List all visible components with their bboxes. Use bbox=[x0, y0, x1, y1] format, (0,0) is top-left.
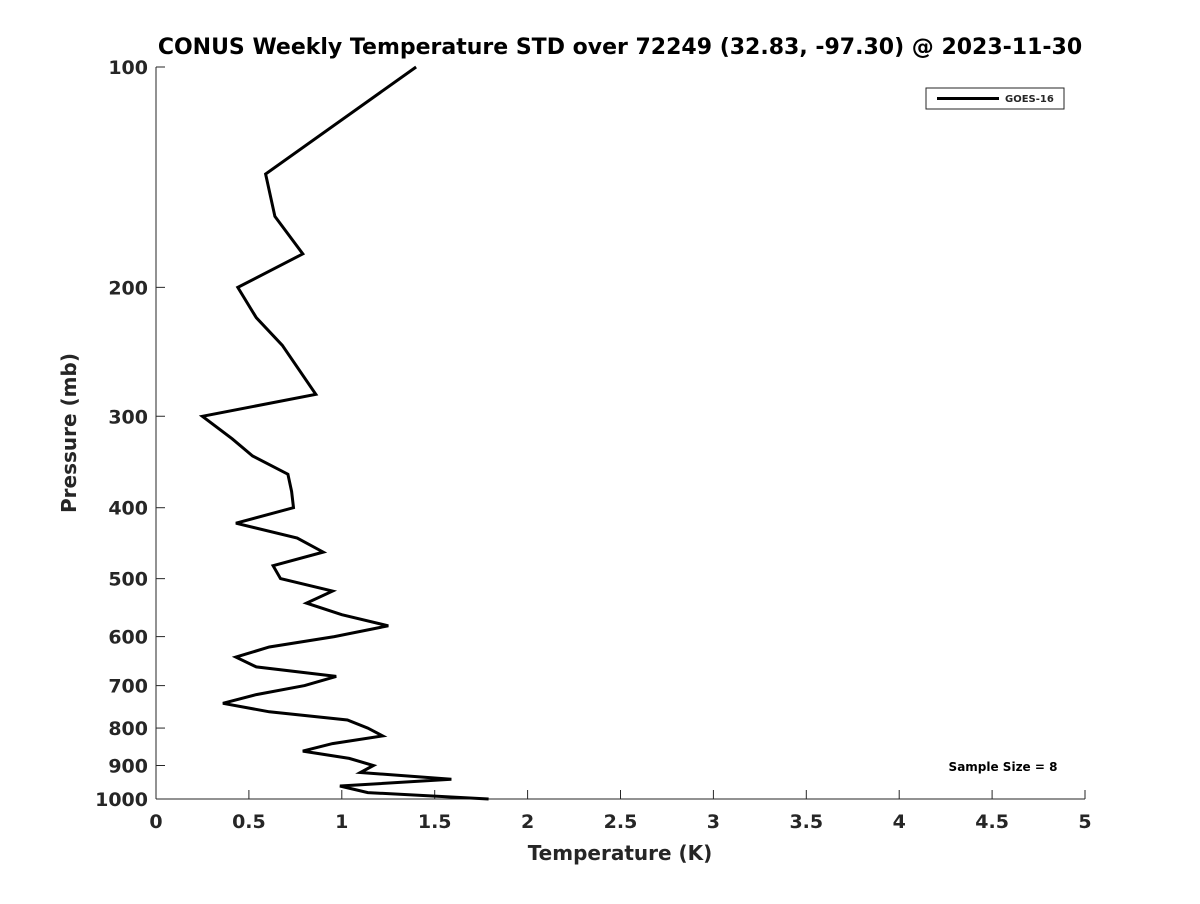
y-tick-label: 100 bbox=[108, 57, 148, 79]
y-tick-label: 800 bbox=[108, 718, 148, 740]
y-tick-label: 400 bbox=[108, 498, 148, 520]
y-tick-label: 600 bbox=[108, 627, 148, 649]
x-tick-label: 1.5 bbox=[418, 811, 452, 833]
x-tick-label: 1 bbox=[335, 811, 348, 833]
x-tick-label: 3 bbox=[707, 811, 720, 833]
y-tick-label: 200 bbox=[108, 277, 148, 299]
chart-title: CONUS Weekly Temperature STD over 72249 … bbox=[158, 35, 1082, 60]
x-tick-label: 4.5 bbox=[975, 811, 1009, 833]
series-line-goes16 bbox=[202, 67, 488, 799]
y-tick-label: 1000 bbox=[95, 789, 148, 811]
sample-size-annotation: Sample Size = 8 bbox=[949, 760, 1058, 774]
y-axis-label: Pressure (mb) bbox=[57, 353, 81, 513]
x-tick-label: 5 bbox=[1078, 811, 1091, 833]
x-tick-label: 2 bbox=[521, 811, 534, 833]
series-vertices bbox=[202, 67, 488, 799]
x-tick-label: 3.5 bbox=[789, 811, 823, 833]
x-tick-label: 0.5 bbox=[232, 811, 266, 833]
y-tick-label: 500 bbox=[108, 569, 148, 591]
x-tick-label: 2.5 bbox=[604, 811, 638, 833]
y-tick-label: 900 bbox=[108, 756, 148, 778]
x-tick-label: 0 bbox=[149, 811, 162, 833]
legend: GOES-16 bbox=[926, 88, 1064, 109]
legend-label-goes16: GOES-16 bbox=[1005, 94, 1054, 105]
y-tick-label: 700 bbox=[108, 676, 148, 698]
x-axis-label: Temperature (K) bbox=[528, 841, 713, 865]
y-tick-label: 300 bbox=[108, 406, 148, 428]
x-tick-label: 4 bbox=[893, 811, 906, 833]
axes: 0 0.5 1 1.5 2 2.5 3 3.5 4 4.5 5 100 200 300 400 500 600 7… bbox=[95, 57, 1092, 833]
